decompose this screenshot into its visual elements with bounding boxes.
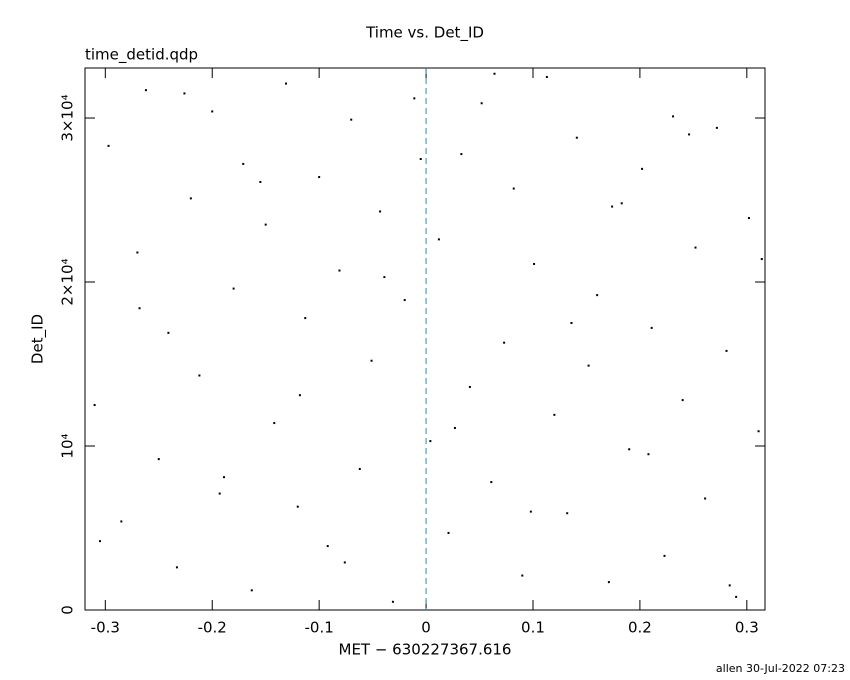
point — [460, 153, 463, 156]
y-tick-label: 3×10⁴ — [59, 94, 77, 141]
point — [566, 512, 569, 515]
point — [343, 561, 346, 564]
point — [304, 317, 307, 320]
point — [575, 136, 578, 139]
point — [183, 92, 186, 95]
point — [725, 349, 728, 352]
point — [222, 476, 225, 479]
point — [694, 246, 697, 249]
point — [167, 331, 170, 334]
point — [259, 180, 262, 183]
point — [264, 223, 267, 226]
point — [391, 600, 394, 603]
point — [413, 97, 416, 100]
point — [512, 187, 515, 190]
point — [429, 440, 432, 443]
point — [298, 394, 301, 397]
y-tick-label: 10⁴ — [59, 433, 77, 458]
point — [447, 531, 450, 534]
point — [663, 554, 666, 557]
point — [93, 404, 96, 407]
point — [715, 126, 718, 129]
point — [647, 453, 650, 456]
point — [379, 210, 382, 213]
x-axis-label: MET − 630227367.616 — [339, 641, 512, 659]
point — [107, 144, 110, 147]
point — [403, 299, 406, 302]
point — [383, 276, 386, 279]
x-tick-label: 0.2 — [628, 619, 652, 637]
point — [120, 520, 123, 523]
point — [211, 110, 214, 113]
point — [218, 492, 221, 495]
point — [587, 364, 590, 367]
x-tick-label: -0.1 — [305, 619, 334, 637]
point — [437, 238, 440, 241]
plot-frame — [84, 67, 766, 611]
x-tick-label: 0.1 — [521, 619, 545, 637]
point — [138, 307, 141, 310]
point — [681, 399, 684, 402]
point — [198, 374, 201, 377]
footer: allen 30-Jul-2022 07:23 — [716, 662, 845, 675]
point — [136, 251, 139, 254]
point — [358, 467, 361, 470]
x-tick-label: 0.3 — [735, 619, 759, 637]
point — [480, 102, 483, 105]
point — [688, 133, 691, 136]
point — [757, 430, 760, 433]
point — [338, 269, 341, 272]
point — [175, 566, 178, 569]
point — [250, 589, 253, 592]
point — [611, 205, 614, 208]
point — [144, 89, 147, 92]
point — [468, 385, 471, 388]
point — [650, 326, 653, 329]
point — [98, 540, 101, 543]
point — [318, 176, 321, 179]
point — [596, 294, 599, 297]
point — [419, 158, 422, 161]
chart-subtitle: time_detid.qdp — [85, 46, 198, 65]
point — [672, 115, 675, 118]
y-tick-label: 2×10⁴ — [59, 258, 77, 305]
point — [641, 167, 644, 170]
point — [533, 262, 536, 265]
chart-title: Time vs. Det_ID — [365, 24, 484, 43]
point — [620, 202, 623, 205]
point — [545, 76, 548, 79]
point — [607, 581, 610, 584]
point — [493, 72, 496, 75]
point — [453, 426, 456, 429]
point — [553, 413, 556, 416]
point — [704, 497, 707, 500]
point — [760, 258, 763, 261]
point — [529, 510, 532, 513]
y-axis-label: Det_ID — [29, 314, 48, 364]
point — [273, 422, 276, 425]
point — [747, 217, 750, 220]
point — [232, 287, 235, 290]
y-tick-label: 0 — [59, 605, 77, 615]
point — [370, 359, 373, 362]
x-tick-label: -0.2 — [198, 619, 227, 637]
point — [628, 448, 631, 451]
point — [242, 162, 245, 165]
point — [189, 197, 192, 200]
point — [157, 458, 160, 461]
point — [490, 481, 493, 484]
point — [503, 341, 506, 344]
point — [728, 584, 731, 587]
point — [735, 595, 738, 598]
point — [570, 322, 573, 325]
x-tick-label: 0 — [421, 619, 431, 637]
point — [350, 118, 353, 121]
point — [326, 545, 329, 548]
point — [285, 82, 288, 85]
x-tick-label: -0.3 — [91, 619, 120, 637]
point — [521, 574, 524, 577]
point — [296, 505, 299, 508]
